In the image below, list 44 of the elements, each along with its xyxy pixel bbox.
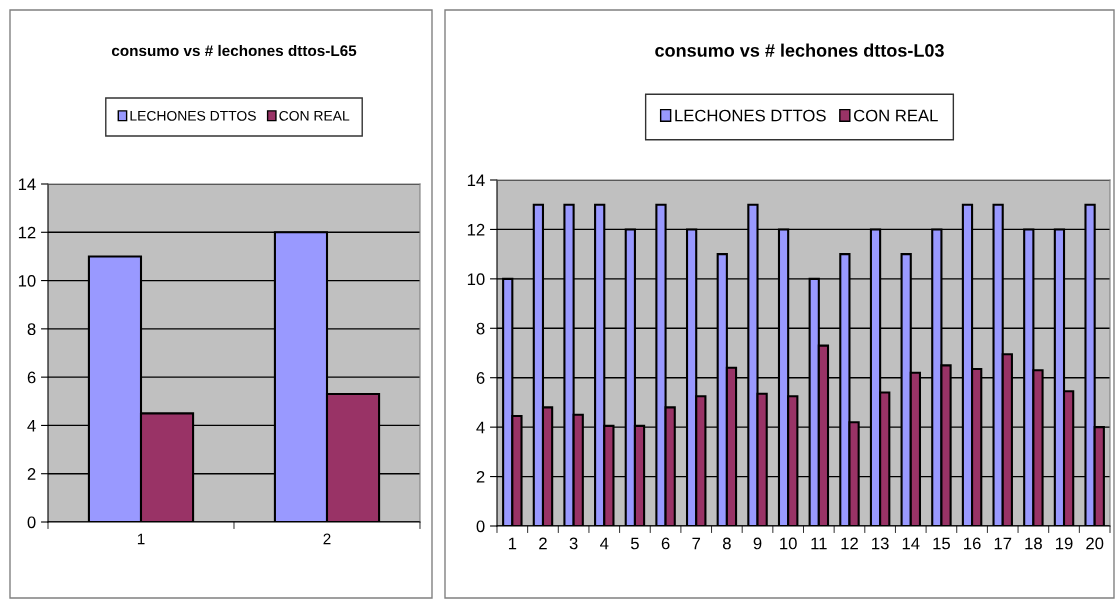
legend-label: CON REAL [854, 109, 938, 122]
x-tick-label: 13 [872, 537, 889, 550]
x-tick-label: 3 [569, 537, 578, 550]
y-tick-label: 0 [27, 516, 36, 529]
x-tick-label: 11 [811, 537, 827, 550]
x-tick-label: 14 [902, 537, 920, 550]
y-tick-label: 8 [476, 322, 485, 335]
y-tick-label: 14 [467, 174, 485, 187]
y-tick-label: 10 [467, 273, 485, 286]
x-tick-label: 19 [1056, 537, 1073, 550]
y-tick-label: 6 [476, 372, 485, 384]
chart-title: consumo vs # lechones dttos-L03 [655, 43, 944, 57]
x-tick-label: 6 [661, 537, 670, 550]
y-tick-label: 12 [467, 223, 485, 236]
x-tick-label: 1 [508, 537, 517, 550]
x-tick-label: 16 [964, 537, 981, 550]
y-tick-label: 8 [27, 323, 36, 336]
x-tick-label: 2 [323, 533, 331, 545]
y-tick-label: 0 [476, 520, 485, 533]
legend-label: LECHONES DTTOS [130, 110, 256, 121]
x-tick-label: 4 [600, 537, 609, 550]
y-tick-label: 14 [18, 178, 36, 191]
y-tick-label: 6 [27, 371, 36, 384]
y-tick-label: 2 [476, 470, 485, 483]
x-tick-label: 15 [933, 537, 950, 550]
x-tick-label: 8 [722, 537, 731, 550]
legend-label: LECHONES DTTOS [675, 109, 826, 122]
y-tick-label: 10 [18, 274, 36, 287]
x-tick-label: 17 [994, 537, 1012, 550]
y-tick-label: 4 [476, 421, 485, 434]
x-tick-label: 1 [137, 533, 145, 545]
x-tick-label: 12 [841, 537, 858, 550]
chart-title: consumo vs # lechones dttos-L65 [111, 44, 357, 57]
legend-label: CON REAL [279, 110, 350, 121]
y-tick-label: 2 [27, 468, 36, 480]
x-tick-label: 5 [630, 537, 639, 550]
x-tick-label: 10 [780, 537, 797, 550]
x-tick-label: 9 [753, 537, 762, 550]
y-tick-label: 12 [18, 226, 36, 239]
x-tick-label: 20 [1086, 537, 1104, 550]
y-tick-label: 4 [27, 420, 36, 432]
x-tick-label: 2 [539, 537, 547, 550]
x-tick-label: 7 [692, 537, 701, 550]
x-tick-label: 18 [1025, 537, 1042, 550]
